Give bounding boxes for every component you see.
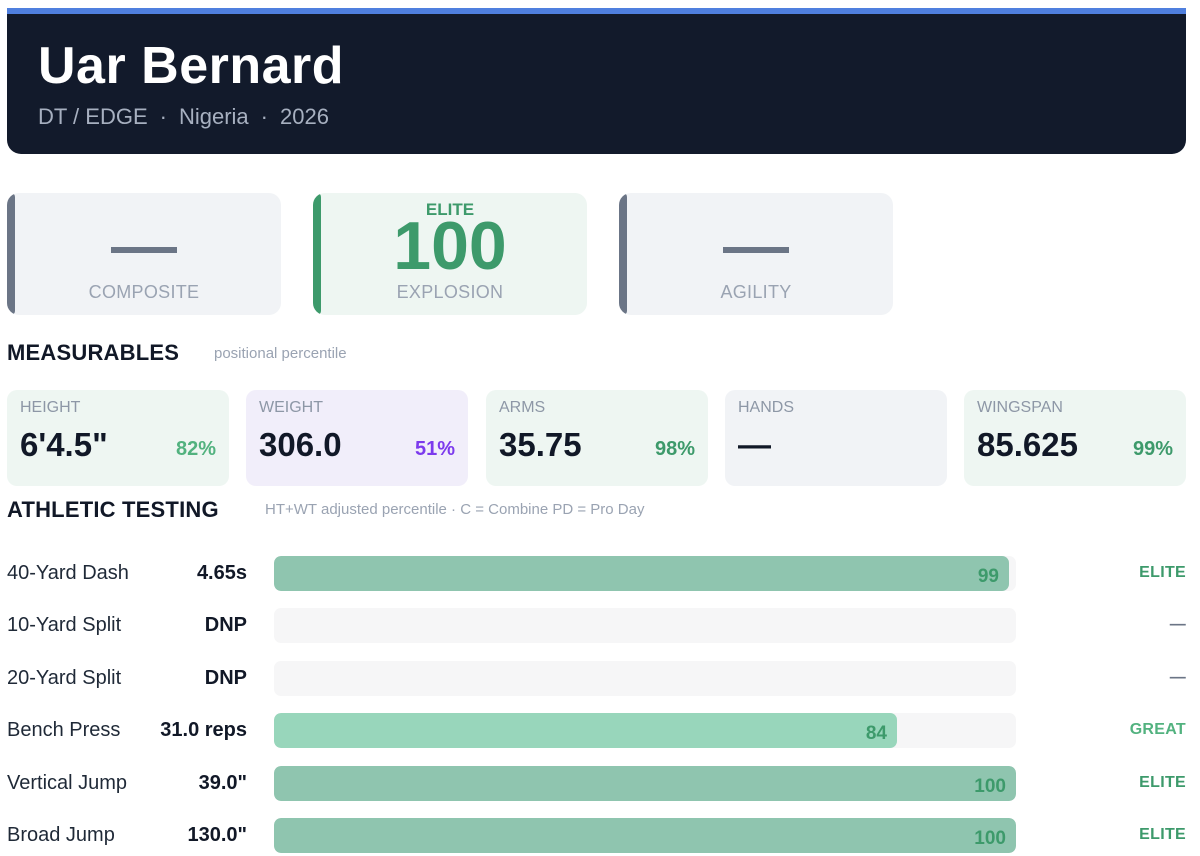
test-result: 31.0 reps (160, 719, 247, 741)
percentile-value: 100 (974, 776, 1006, 797)
percentile-value: 99 (977, 566, 999, 587)
player-name: Uar Bernard (38, 37, 345, 95)
measurable-percentile: 98% (654, 438, 695, 460)
agility-empty-dash (723, 247, 789, 253)
header-accent-line (7, 8, 1186, 14)
meta-separator: · (159, 104, 167, 129)
test-result: 130.0" (187, 824, 247, 846)
test-name: Broad Jump (7, 824, 115, 846)
athletic-testing-note: HT+WT adjusted percentile · C = Combine … (265, 501, 645, 518)
explosion-score: 100 (393, 208, 507, 284)
measurable-value: 6'4.5" (20, 426, 108, 463)
test-result: DNP (204, 614, 247, 636)
player-header: Uar Bernard DT / EDGE · Nigeria · 2026 (7, 14, 1186, 154)
explosion-label: EXPLOSION (396, 282, 504, 302)
percentile-track: 100 (274, 818, 1016, 853)
measurable-percentile: 51% (414, 438, 455, 460)
test-grade: ELITE (1139, 774, 1186, 791)
test-name: Vertical Jump (7, 772, 128, 794)
percentile-track: 99 (274, 556, 1016, 591)
test-grade: — (1169, 616, 1186, 633)
measurable-card-weight: WEIGHT 306.0 51% (246, 390, 468, 486)
test-row: 10-Yard Split DNP — (0, 605, 1200, 645)
composite-accent-bar (7, 193, 15, 315)
test-row: Broad Jump 130.0" 100 ELITE (0, 815, 1200, 855)
test-row: 40-Yard Dash 4.65s 99 ELITE (0, 553, 1200, 593)
measurable-label: WEIGHT (259, 399, 323, 416)
measurable-card-wingspan: WINGSPAN 85.625 99% (964, 390, 1186, 486)
percentile-track: 84 (274, 713, 1016, 748)
measurable-value: 306.0 (259, 426, 342, 463)
explosion-score-card: ELITE 100 EXPLOSION (313, 193, 587, 315)
explosion-tier: ELITE (425, 200, 475, 219)
measurables-title: MEASURABLES (7, 340, 180, 365)
measurable-percentile: 99% (1132, 438, 1173, 460)
measurable-percentile: 82% (175, 438, 216, 460)
percentile-track (274, 661, 1016, 696)
measurable-card-hands: HANDS — (725, 390, 947, 486)
measurable-label: WINGSPAN (977, 399, 1063, 416)
player-meta: DT / EDGE · Nigeria · 2026 (38, 104, 329, 130)
agility-label: AGILITY (720, 282, 792, 302)
measurables-note: positional percentile (214, 345, 347, 362)
percentile-bar-fill (274, 766, 1016, 801)
test-row: 20-Yard Split DNP — (0, 658, 1200, 698)
player-year: 2026 (279, 104, 329, 129)
percentile-track (274, 608, 1016, 643)
percentile-value: 84 (865, 723, 887, 744)
player-country: Nigeria (178, 104, 249, 129)
test-name: 40-Yard Dash (7, 562, 129, 584)
test-row: Bench Press 31.0 reps 84 GREAT (0, 710, 1200, 750)
test-result: DNP (204, 667, 247, 689)
measurable-card-arms: ARMS 35.75 98% (486, 390, 708, 486)
test-result: 4.65s (196, 562, 247, 584)
percentile-track: 100 (274, 766, 1016, 801)
measurable-value: — (738, 426, 771, 463)
percentile-bar-fill (274, 713, 897, 748)
test-grade: ELITE (1139, 826, 1186, 843)
percentile-value: 100 (974, 828, 1006, 849)
composite-label: COMPOSITE (88, 282, 200, 302)
measurable-label: ARMS (499, 399, 546, 416)
test-name: Bench Press (7, 719, 121, 741)
test-grade: ELITE (1139, 564, 1186, 581)
meta-separator: · (260, 104, 268, 129)
explosion-accent-bar (313, 193, 321, 315)
test-name: 10-Yard Split (7, 614, 122, 636)
player-position: DT / EDGE (38, 104, 148, 129)
measurable-value: 85.625 (977, 426, 1078, 463)
test-grade: — (1169, 669, 1186, 686)
test-grade: GREAT (1129, 721, 1186, 738)
test-name: 20-Yard Split (7, 667, 122, 689)
agility-score-card: AGILITY (619, 193, 893, 315)
measurable-label: HEIGHT (20, 399, 81, 416)
measurable-label: HANDS (738, 399, 795, 416)
measurable-value: 35.75 (499, 426, 582, 463)
test-result: 39.0" (198, 772, 247, 794)
composite-score-card: COMPOSITE (7, 193, 281, 315)
measurable-card-height: HEIGHT 6'4.5" 82% (7, 390, 229, 486)
athletic-testing-title: ATHLETIC TESTING (7, 497, 219, 522)
agility-accent-bar (619, 193, 627, 315)
percentile-bar-fill (274, 556, 1009, 591)
percentile-bar-fill (274, 818, 1016, 853)
composite-empty-dash (111, 247, 177, 253)
test-row: Vertical Jump 39.0" 100 ELITE (0, 763, 1200, 803)
